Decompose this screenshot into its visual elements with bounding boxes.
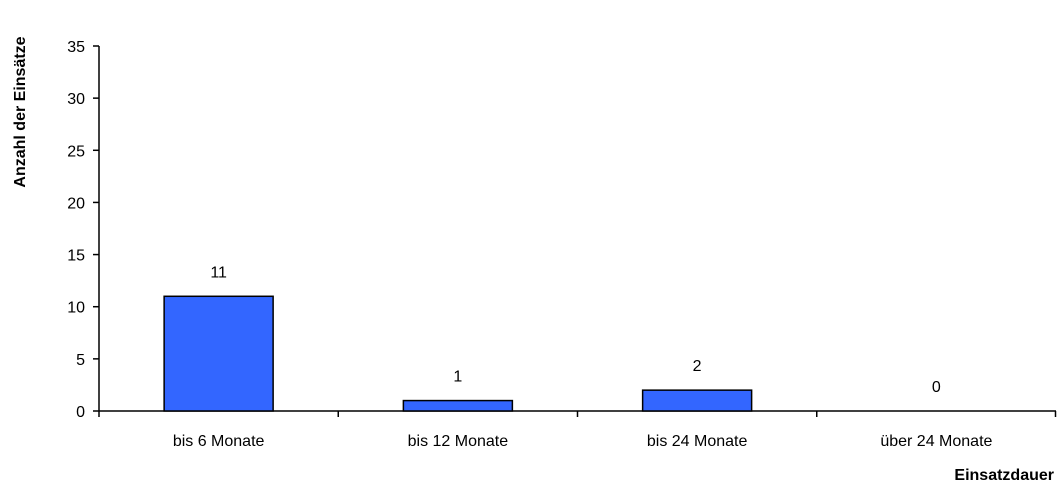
x-tick-label: bis 12 Monate xyxy=(408,433,509,450)
x-tick-label: bis 6 Monate xyxy=(173,433,265,450)
x-tick-label: über 24 Monate xyxy=(880,433,992,450)
y-tick-label: 20 xyxy=(67,195,85,212)
bar xyxy=(641,389,753,412)
data-label: 2 xyxy=(693,358,702,375)
x-axis-title: Einsatzdauer xyxy=(954,467,1054,484)
data-label: 0 xyxy=(932,379,941,396)
y-tick-label: 5 xyxy=(76,352,85,369)
y-tick-label: 0 xyxy=(76,404,85,421)
data-label: 1 xyxy=(453,369,462,386)
bars xyxy=(163,295,753,412)
x-tick-label: bis 24 Monate xyxy=(647,433,748,450)
y-tick-label: 15 xyxy=(67,248,85,265)
data-label: 11 xyxy=(210,264,227,281)
y-tick-label: 30 xyxy=(67,91,85,108)
bar xyxy=(163,295,274,412)
y-axis: 0 5 10 15 20 25 30 35 xyxy=(67,39,100,421)
y-tick-label: 25 xyxy=(67,143,85,160)
y-tick-label: 35 xyxy=(67,39,85,56)
x-axis: bis 6 Monate bis 12 Monate bis 24 Monate üb… xyxy=(98,410,1057,450)
y-axis-title: Anzahl der Einsätze xyxy=(12,36,29,187)
y-tick-label: 10 xyxy=(67,300,85,317)
bar xyxy=(402,399,514,412)
